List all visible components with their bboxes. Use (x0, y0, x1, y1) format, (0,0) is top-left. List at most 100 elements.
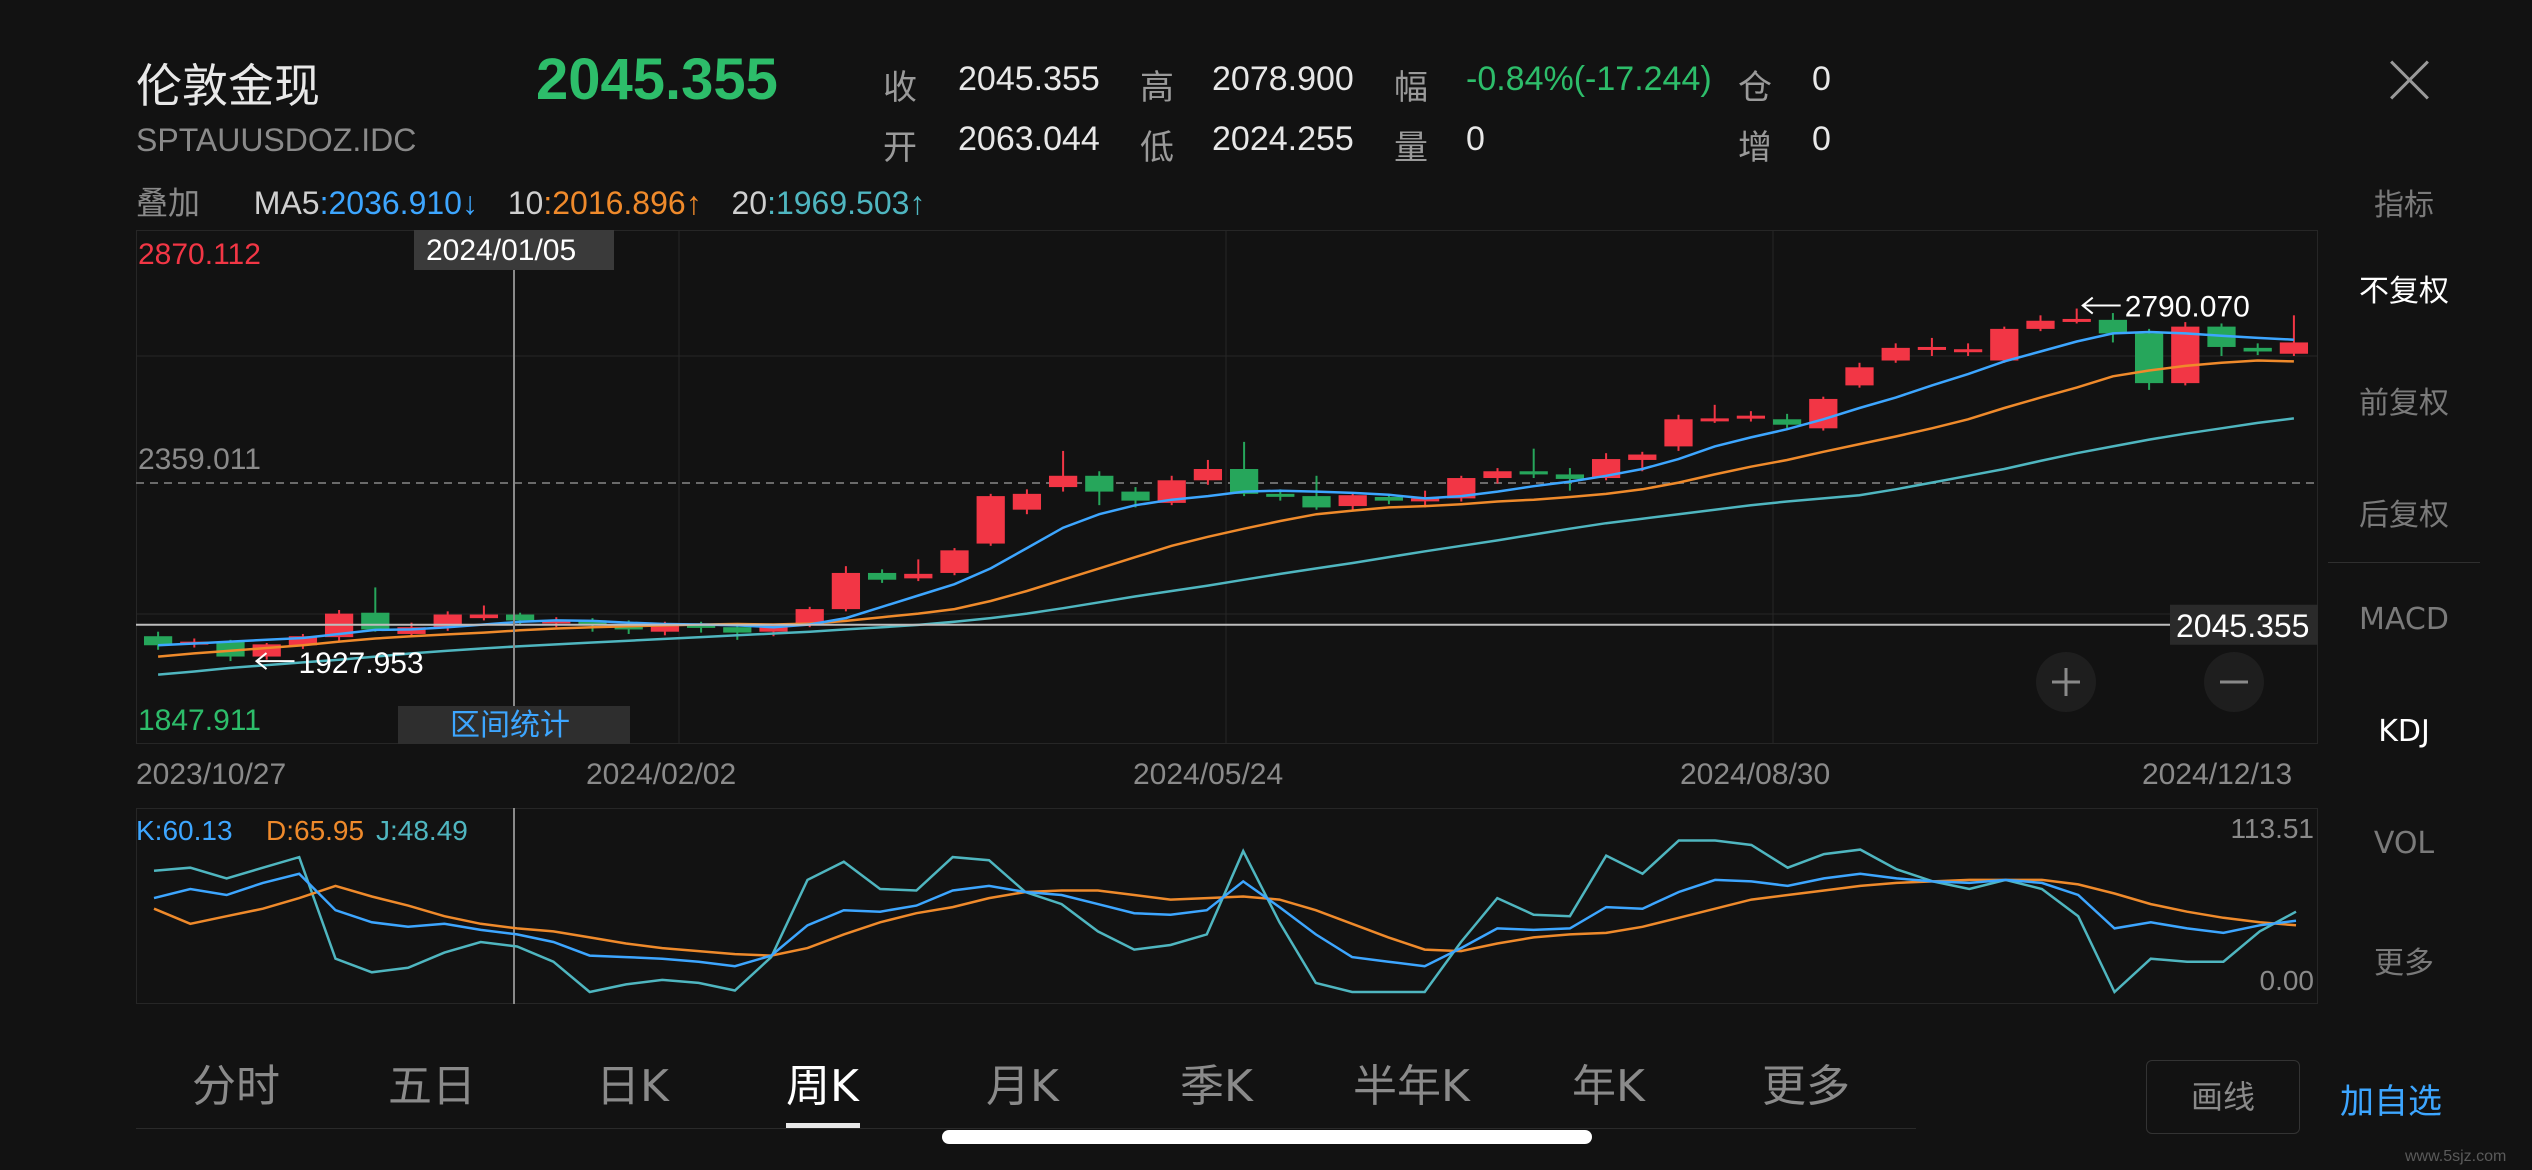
quote-value-6: 0 (1466, 120, 1485, 158)
draw-line-button[interactable]: 画线 (2146, 1060, 2300, 1134)
candle-body (1990, 328, 2019, 361)
tab-4[interactable]: 月K (986, 1061, 1059, 1112)
side-item-4[interactable]: KDJ (2378, 714, 2430, 749)
low-marker-arrowhead (254, 652, 268, 670)
close-icon[interactable] (2386, 56, 2434, 104)
tab-0[interactable]: 分时 (192, 1061, 280, 1112)
add-watchlist-button[interactable]: 加自选 (2340, 1082, 2442, 1122)
candle (1012, 489, 1042, 515)
candle-body (1410, 498, 1440, 502)
kdj-j-label: J:48.49 (376, 815, 468, 846)
candle-body (1736, 415, 1766, 419)
crosshair-date: 2024/01/05 (426, 234, 576, 267)
overlay-button[interactable]: 叠加 (136, 184, 201, 222)
quote-label-2: 幅 (1394, 68, 1428, 108)
candle-body (1845, 367, 1874, 386)
range-stats-button[interactable]: 区间统计 (450, 708, 570, 743)
candle-body (1772, 419, 1802, 425)
range-stats-box[interactable] (398, 706, 630, 744)
candle-body (1121, 491, 1150, 501)
tab-7[interactable]: 年K (1572, 1061, 1645, 1112)
candle-body (1302, 496, 1331, 508)
quote-value-1: 2078.900 (1212, 60, 1354, 98)
side-divider (2328, 562, 2480, 563)
candle (1736, 411, 1766, 422)
side-item-6[interactable]: 更多 (2374, 946, 2434, 981)
tab-1[interactable]: 五日 (388, 1061, 476, 1112)
side-item-2[interactable]: 后复权 (2359, 498, 2449, 533)
quote-value-5: 2024.255 (1212, 120, 1354, 158)
candle-body (1085, 475, 1114, 492)
candle-body (2243, 347, 2272, 352)
candle-body (143, 636, 173, 646)
quote-label-5: 低 (1140, 128, 1174, 168)
axis-mid-label: 2359.011 (138, 443, 261, 476)
tab-6[interactable]: 半年K (1353, 1061, 1470, 1112)
quote-value-3: 0 (1812, 60, 1831, 98)
candle-body (469, 614, 499, 619)
tab-8[interactable]: 更多 (1762, 1061, 1850, 1112)
candle (2279, 315, 2309, 357)
ma5-sep: : (319, 185, 329, 221)
candle (2207, 323, 2236, 357)
tab-2[interactable]: 日K (596, 1061, 669, 1112)
x-label-2: 2024/02/02 (586, 758, 737, 791)
candle-body (686, 624, 716, 628)
candle-body (1700, 418, 1729, 422)
ma20-label: 20 (731, 185, 768, 221)
side-item-5[interactable]: VOL (2373, 826, 2435, 861)
candle-body (2134, 333, 2164, 384)
candle (1193, 459, 1223, 485)
candle (2026, 315, 2055, 332)
ma20-sep: : (767, 185, 776, 221)
candle-body (361, 612, 390, 630)
candle-body (1012, 493, 1042, 510)
kdj-k-line (153, 872, 2297, 968)
candle-body (1229, 468, 1259, 494)
active-tab-underline (786, 1123, 860, 1128)
candle-body (1628, 454, 1657, 460)
candle (1700, 404, 1729, 423)
candle-body (1157, 480, 1186, 503)
ma10-arrow: ↑ (685, 185, 702, 221)
kdj-max-label: 113.51 (2230, 813, 2314, 844)
candle-body (542, 620, 571, 624)
candle-body (2098, 319, 2128, 334)
candle (2098, 313, 2128, 343)
candle-body (1266, 493, 1295, 497)
kdj-min-label: 0.00 (2260, 965, 2315, 996)
indicator-label[interactable]: 指标 (2374, 188, 2434, 223)
ma-row: 叠加 MA5:2036.910↓ 10:2016.896↑ 20:1969.50… (136, 178, 925, 224)
candle (831, 566, 861, 612)
candle-body (1447, 478, 1476, 499)
kdj-k-label: K:60.13 (136, 815, 233, 846)
quote-label-0: 收 (883, 68, 917, 108)
ma20-arrow: ↑ (909, 185, 926, 221)
candle-body (1664, 419, 1693, 447)
candle (1772, 413, 1802, 429)
tab-3[interactable]: 周K (786, 1061, 859, 1112)
candle-body (1519, 471, 1548, 475)
kdj-chart[interactable]: K:60.13 D:65.95 J:48.49 113.51 0.00 (136, 808, 2318, 1004)
side-item-0[interactable]: 不复权 (2359, 274, 2449, 309)
quote-label-6: 量 (1394, 128, 1428, 168)
tab-5[interactable]: 季K (1180, 1061, 1253, 1112)
quote-value-2: -0.84%(-17.244) (1466, 60, 1712, 98)
candle (2062, 308, 2091, 324)
instrument-name: 伦敦金现 (136, 59, 320, 113)
candle-body (2171, 326, 2200, 384)
candle (904, 559, 933, 582)
side-item-1[interactable]: 前复权 (2359, 386, 2449, 421)
ma5-label: MA5 (253, 185, 320, 221)
candle (1809, 396, 1838, 431)
candle-body (288, 636, 318, 646)
candle (976, 493, 1005, 546)
side-item-3[interactable]: MACD (2359, 602, 2449, 637)
quote-value-0: 2045.355 (958, 60, 1100, 98)
current-price-box (2170, 604, 2318, 645)
candle (252, 643, 281, 660)
candle-body (831, 572, 861, 610)
candlestick-chart[interactable]: 2045.355 2024/01/05 区间统计 2870.112 2359.011 18… (136, 230, 2318, 744)
candle-body (795, 609, 824, 625)
high-marker-label: 2790.070 (2125, 291, 2250, 324)
